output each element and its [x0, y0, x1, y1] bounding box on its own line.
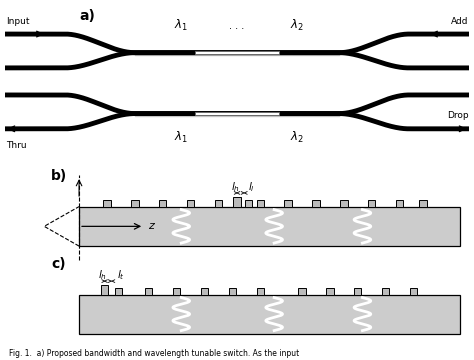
Bar: [187, 200, 194, 207]
Text: $l_h$: $l_h$: [98, 269, 107, 282]
Bar: [354, 288, 362, 294]
Bar: [245, 200, 252, 207]
Text: Drop: Drop: [447, 111, 468, 120]
Bar: [79, 294, 460, 334]
Bar: [233, 197, 241, 207]
Bar: [103, 200, 110, 207]
Bar: [215, 200, 222, 207]
Text: $l_h$: $l_h$: [231, 180, 240, 194]
Bar: [256, 288, 264, 294]
Text: Add: Add: [451, 17, 468, 26]
Text: Fig. 1.  a) Proposed bandwidth and wavelength tunable switch. As the input: Fig. 1. a) Proposed bandwidth and wavele…: [9, 349, 300, 358]
Text: $l_l$: $l_l$: [248, 180, 255, 194]
Bar: [173, 288, 180, 294]
Bar: [228, 288, 236, 294]
Bar: [201, 288, 208, 294]
Bar: [312, 200, 319, 207]
Text: Input: Input: [6, 17, 29, 26]
Text: $\lambda_2$: $\lambda_2$: [291, 18, 304, 33]
Bar: [284, 200, 292, 207]
Bar: [382, 288, 389, 294]
Bar: [101, 285, 109, 294]
Text: b): b): [51, 168, 67, 183]
Text: a): a): [79, 9, 95, 23]
Text: $l_t$: $l_t$: [118, 269, 125, 282]
Bar: [298, 288, 306, 294]
Bar: [256, 200, 264, 207]
Bar: [368, 200, 375, 207]
Bar: [396, 200, 403, 207]
Bar: [410, 288, 417, 294]
Text: . . .: . . .: [229, 21, 245, 31]
Text: z: z: [148, 221, 154, 231]
Bar: [159, 200, 166, 207]
Text: c): c): [51, 257, 66, 271]
Bar: [195, 51, 279, 54]
Bar: [326, 288, 334, 294]
Bar: [419, 200, 427, 207]
Text: $\lambda_1$: $\lambda_1$: [174, 18, 188, 33]
Bar: [340, 200, 347, 207]
Bar: [195, 112, 279, 115]
Text: $\lambda_2$: $\lambda_2$: [291, 130, 304, 145]
Text: $\lambda_1$: $\lambda_1$: [174, 130, 188, 145]
Bar: [115, 288, 122, 294]
Text: Thru: Thru: [6, 141, 26, 150]
Bar: [79, 207, 460, 246]
Bar: [131, 200, 138, 207]
Bar: [145, 288, 153, 294]
